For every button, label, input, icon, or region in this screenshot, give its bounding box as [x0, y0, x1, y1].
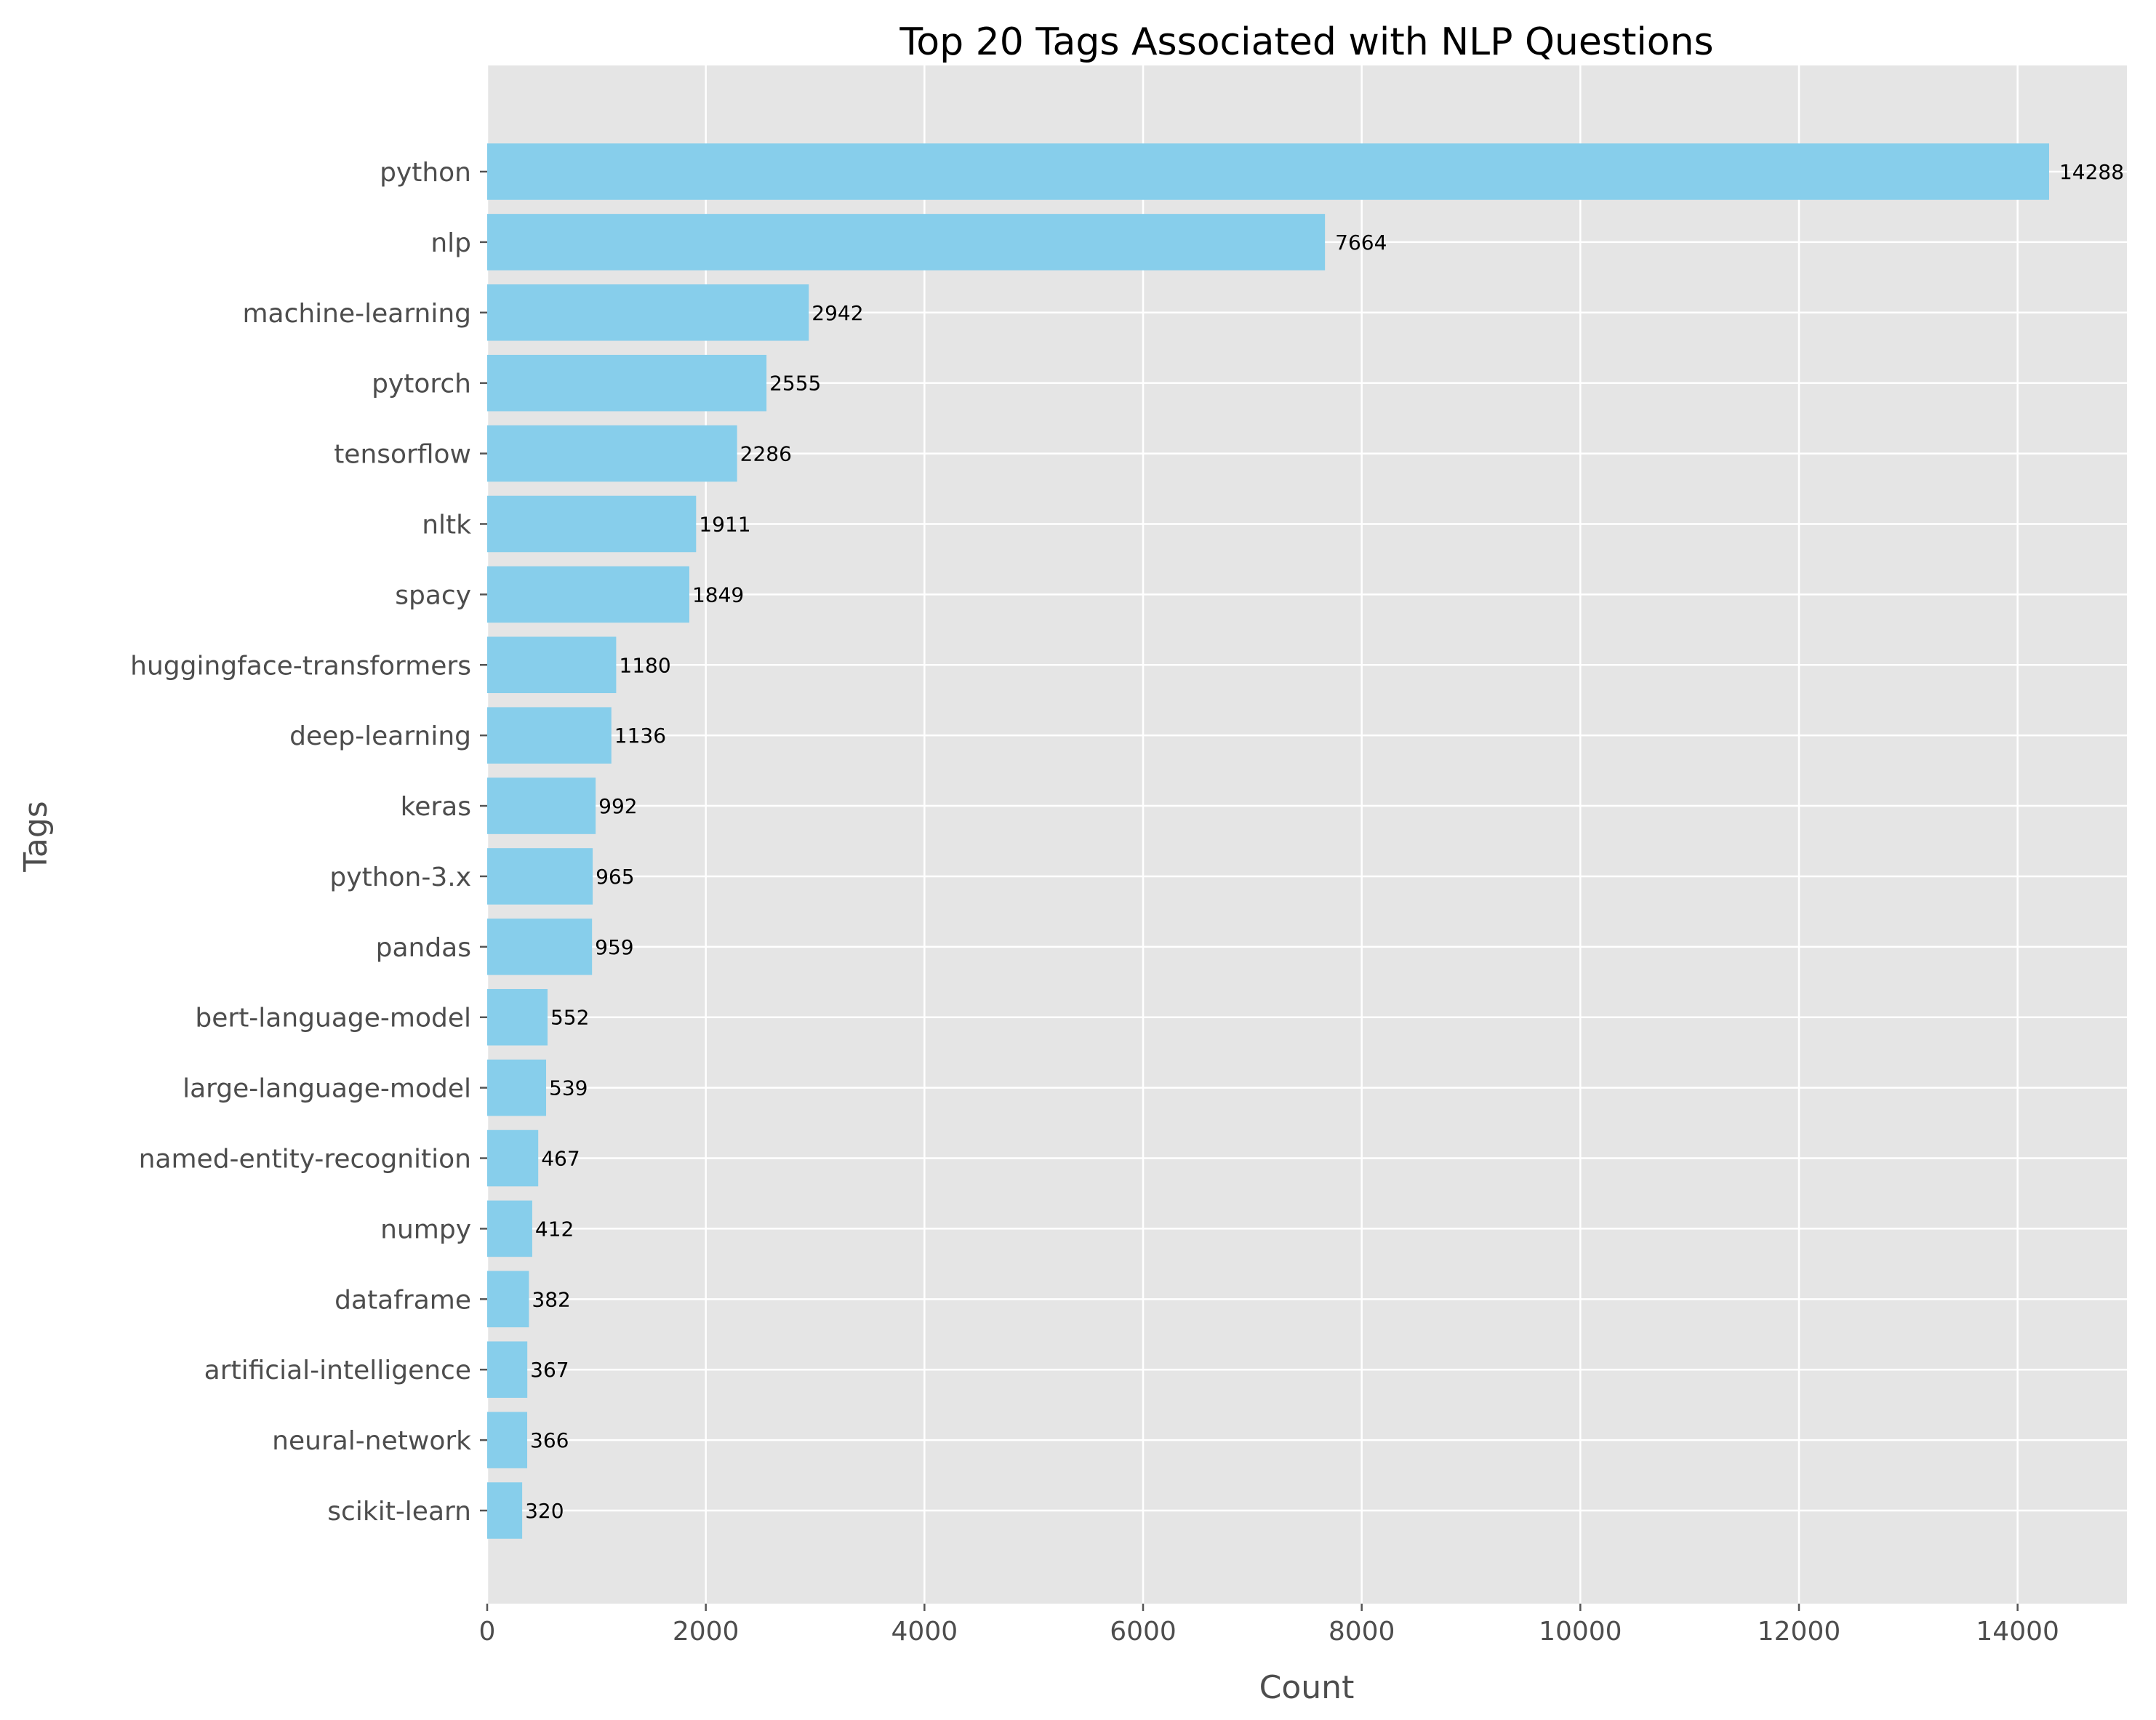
- data-label-numpy: 412: [535, 1217, 574, 1241]
- y-tick-label-pandas: pandas: [376, 933, 471, 963]
- y-tick-label-python-3.x: python-3.x: [329, 863, 471, 892]
- bars: [487, 143, 2049, 1539]
- x-tick-label: 12000: [1758, 1617, 1841, 1647]
- data-label-huggingface-transformers: 1180: [619, 653, 670, 677]
- data-label-machine-learning: 2942: [811, 301, 863, 325]
- x-tick-label: 0: [479, 1617, 496, 1647]
- bar-numpy: [487, 1200, 532, 1257]
- bar-nltk: [487, 495, 697, 553]
- x-tick-label: 14000: [1976, 1617, 2059, 1647]
- bar-machine-learning: [487, 284, 809, 341]
- y-tick-label-python: python: [380, 158, 471, 188]
- x-axis-ticks: 0 2000 4000 6000 8000 10000 12000 14000: [479, 1604, 2059, 1647]
- bar-spacy: [487, 566, 689, 623]
- x-tick-label: 6000: [1110, 1617, 1177, 1647]
- y-tick-label-machine-learning: machine-learning: [242, 299, 471, 329]
- y-axis-title: Tags: [17, 801, 55, 872]
- data-label-bert-language-model: 552: [550, 1006, 589, 1030]
- x-tick-label: 10000: [1539, 1617, 1622, 1647]
- y-axis-ticks: python nlp machine-learning pytorch tensorfl…: [130, 158, 487, 1527]
- data-label-pandas: 959: [595, 935, 633, 959]
- bar-pandas: [487, 919, 593, 975]
- y-tick-label-nltk: nltk: [422, 510, 471, 540]
- data-label-large-language-model: 539: [549, 1076, 588, 1100]
- y-tick-label-dataframe: dataframe: [334, 1285, 471, 1315]
- data-label-keras: 992: [598, 794, 637, 818]
- y-tick-label-spacy: spacy: [395, 580, 471, 610]
- y-tick-label-neural-network: neural-network: [272, 1426, 471, 1456]
- y-tick-label-huggingface-transformers: huggingface-transformers: [130, 651, 471, 681]
- bar-bert-language-model: [487, 988, 548, 1046]
- data-label-python-3.x: 965: [596, 865, 634, 889]
- x-tick-label: 2000: [673, 1617, 740, 1647]
- data-label-tensorflow: 2286: [740, 442, 792, 466]
- bar-nlp: [487, 214, 1326, 271]
- data-label-scikit-learn: 320: [525, 1499, 564, 1523]
- bar-keras: [487, 777, 596, 834]
- data-labels: 14288 7664 2942 2555 2286 1911 1849 1180 1136 992…: [525, 160, 2124, 1523]
- x-tick-label: 8000: [1329, 1617, 1395, 1647]
- x-tick-label: 4000: [891, 1617, 958, 1647]
- data-label-spacy: 1849: [692, 583, 744, 607]
- bar-huggingface-transformers: [487, 636, 617, 694]
- x-axis-title: Count: [1259, 1669, 1355, 1706]
- y-tick-label-bert-language-model: bert-language-model: [195, 1004, 471, 1033]
- bar-dataframe: [487, 1271, 529, 1328]
- y-tick-label-pytorch: pytorch: [372, 369, 471, 399]
- data-label-nlp: 7664: [1335, 231, 1387, 255]
- y-tick-label-tensorflow: tensorflow: [334, 440, 471, 470]
- bar-deep-learning: [487, 707, 612, 764]
- bar-tensorflow: [487, 425, 737, 482]
- bar-python-3.x: [487, 848, 593, 905]
- y-tick-label-deep-learning: deep-learning: [289, 721, 471, 751]
- data-label-nltk: 1911: [699, 512, 750, 536]
- data-label-artificial-intelligence: 367: [530, 1358, 569, 1382]
- bar-large-language-model: [487, 1059, 547, 1116]
- bar-named-entity-recognition: [487, 1129, 539, 1187]
- bar-artificial-intelligence: [487, 1341, 528, 1398]
- data-label-dataframe: 382: [532, 1287, 570, 1311]
- bar-python: [487, 143, 2049, 200]
- y-tick-label-numpy: numpy: [380, 1215, 471, 1244]
- data-label-pytorch: 2555: [769, 372, 821, 396]
- bar-pytorch: [487, 354, 767, 412]
- chart-title: Top 20 Tags Associated with NLP Question…: [899, 20, 1713, 64]
- y-tick-label-keras: keras: [401, 792, 471, 822]
- y-tick-label-named-entity-recognition: named-entity-recognition: [139, 1145, 471, 1175]
- y-tick-label-nlp: nlp: [430, 228, 471, 258]
- bar-neural-network: [487, 1412, 528, 1468]
- bar-scikit-learn: [487, 1482, 523, 1539]
- data-label-neural-network: 366: [530, 1428, 569, 1452]
- y-tick-label-artificial-intelligence: artificial-intelligence: [204, 1356, 471, 1385]
- data-label-deep-learning: 1136: [614, 724, 666, 748]
- y-tick-label-scikit-learn: scikit-learn: [327, 1497, 471, 1527]
- data-label-named-entity-recognition: 467: [541, 1147, 580, 1171]
- y-tick-label-large-language-model: large-language-model: [183, 1074, 471, 1104]
- data-label-python: 14288: [2059, 160, 2124, 184]
